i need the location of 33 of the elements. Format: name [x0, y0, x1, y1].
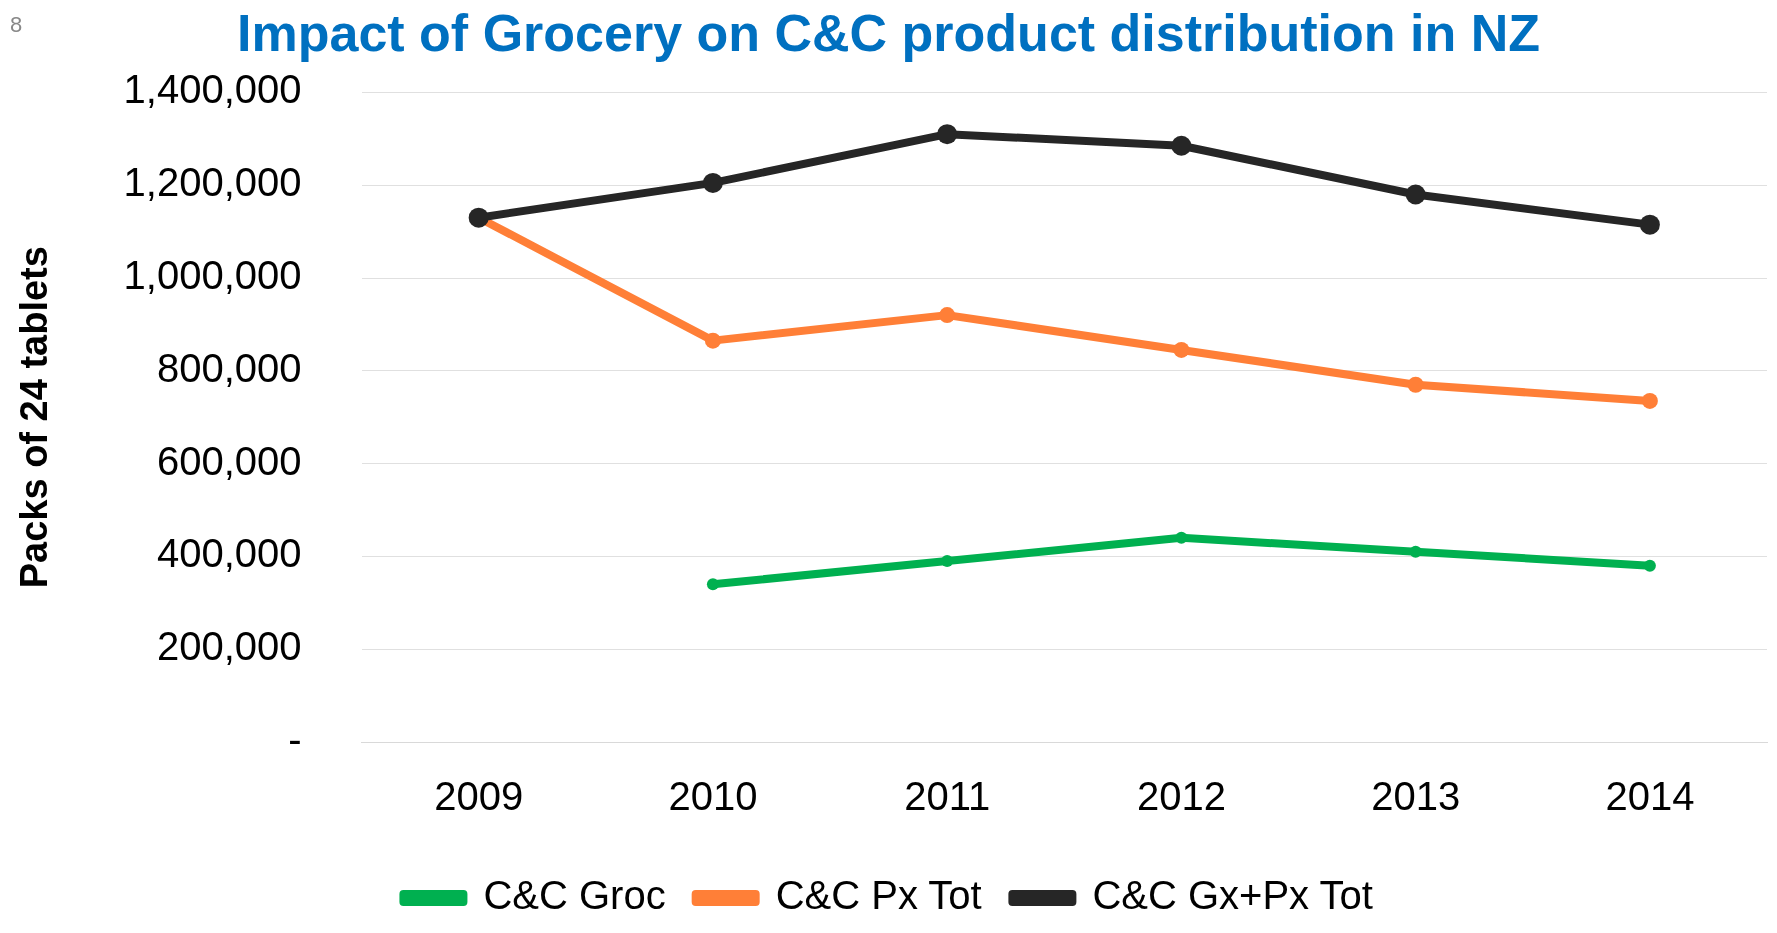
point — [1405, 184, 1426, 205]
legend-label: C&C Px Tot — [775, 873, 982, 918]
point — [1173, 341, 1190, 358]
y-tick-label: 200,000 — [156, 624, 302, 669]
chart-title: Impact of Grocery on C&C product distribution in NZ — [237, 3, 1540, 62]
legend-label: C&C Gx+Px Tot — [1092, 873, 1373, 918]
x-tick-label: 2010 — [668, 774, 758, 819]
y-tick-label: 800,000 — [156, 345, 302, 390]
point — [1407, 376, 1424, 393]
point — [1641, 392, 1658, 409]
x-tick-label: 2009 — [434, 774, 524, 819]
x-tick-label: 2012 — [1136, 774, 1226, 819]
point — [1409, 545, 1422, 558]
point — [939, 307, 956, 324]
x-tick-label: 2013 — [1371, 774, 1461, 819]
legend-label: C&C Groc — [483, 873, 666, 918]
text: 8 — [10, 12, 23, 38]
point — [706, 578, 719, 591]
y-tick-label: 1,400,000 — [123, 67, 302, 112]
x-tick-label: 2014 — [1605, 774, 1695, 819]
y-tick-label: 1,200,000 — [123, 160, 302, 205]
y-tick-label: 600,000 — [156, 438, 302, 483]
y-tick-label: 400,000 — [156, 531, 302, 576]
y-axis-title: Packs of 24 tablets — [13, 246, 56, 589]
point — [1639, 214, 1660, 235]
x-tick-label: 2011 — [904, 774, 991, 819]
point — [1171, 135, 1192, 156]
point — [937, 124, 958, 145]
point — [704, 332, 721, 349]
point — [702, 172, 723, 193]
y-tick-label: - — [288, 717, 302, 762]
y-tick-label: 1,000,000 — [123, 253, 302, 298]
point — [1175, 531, 1188, 544]
